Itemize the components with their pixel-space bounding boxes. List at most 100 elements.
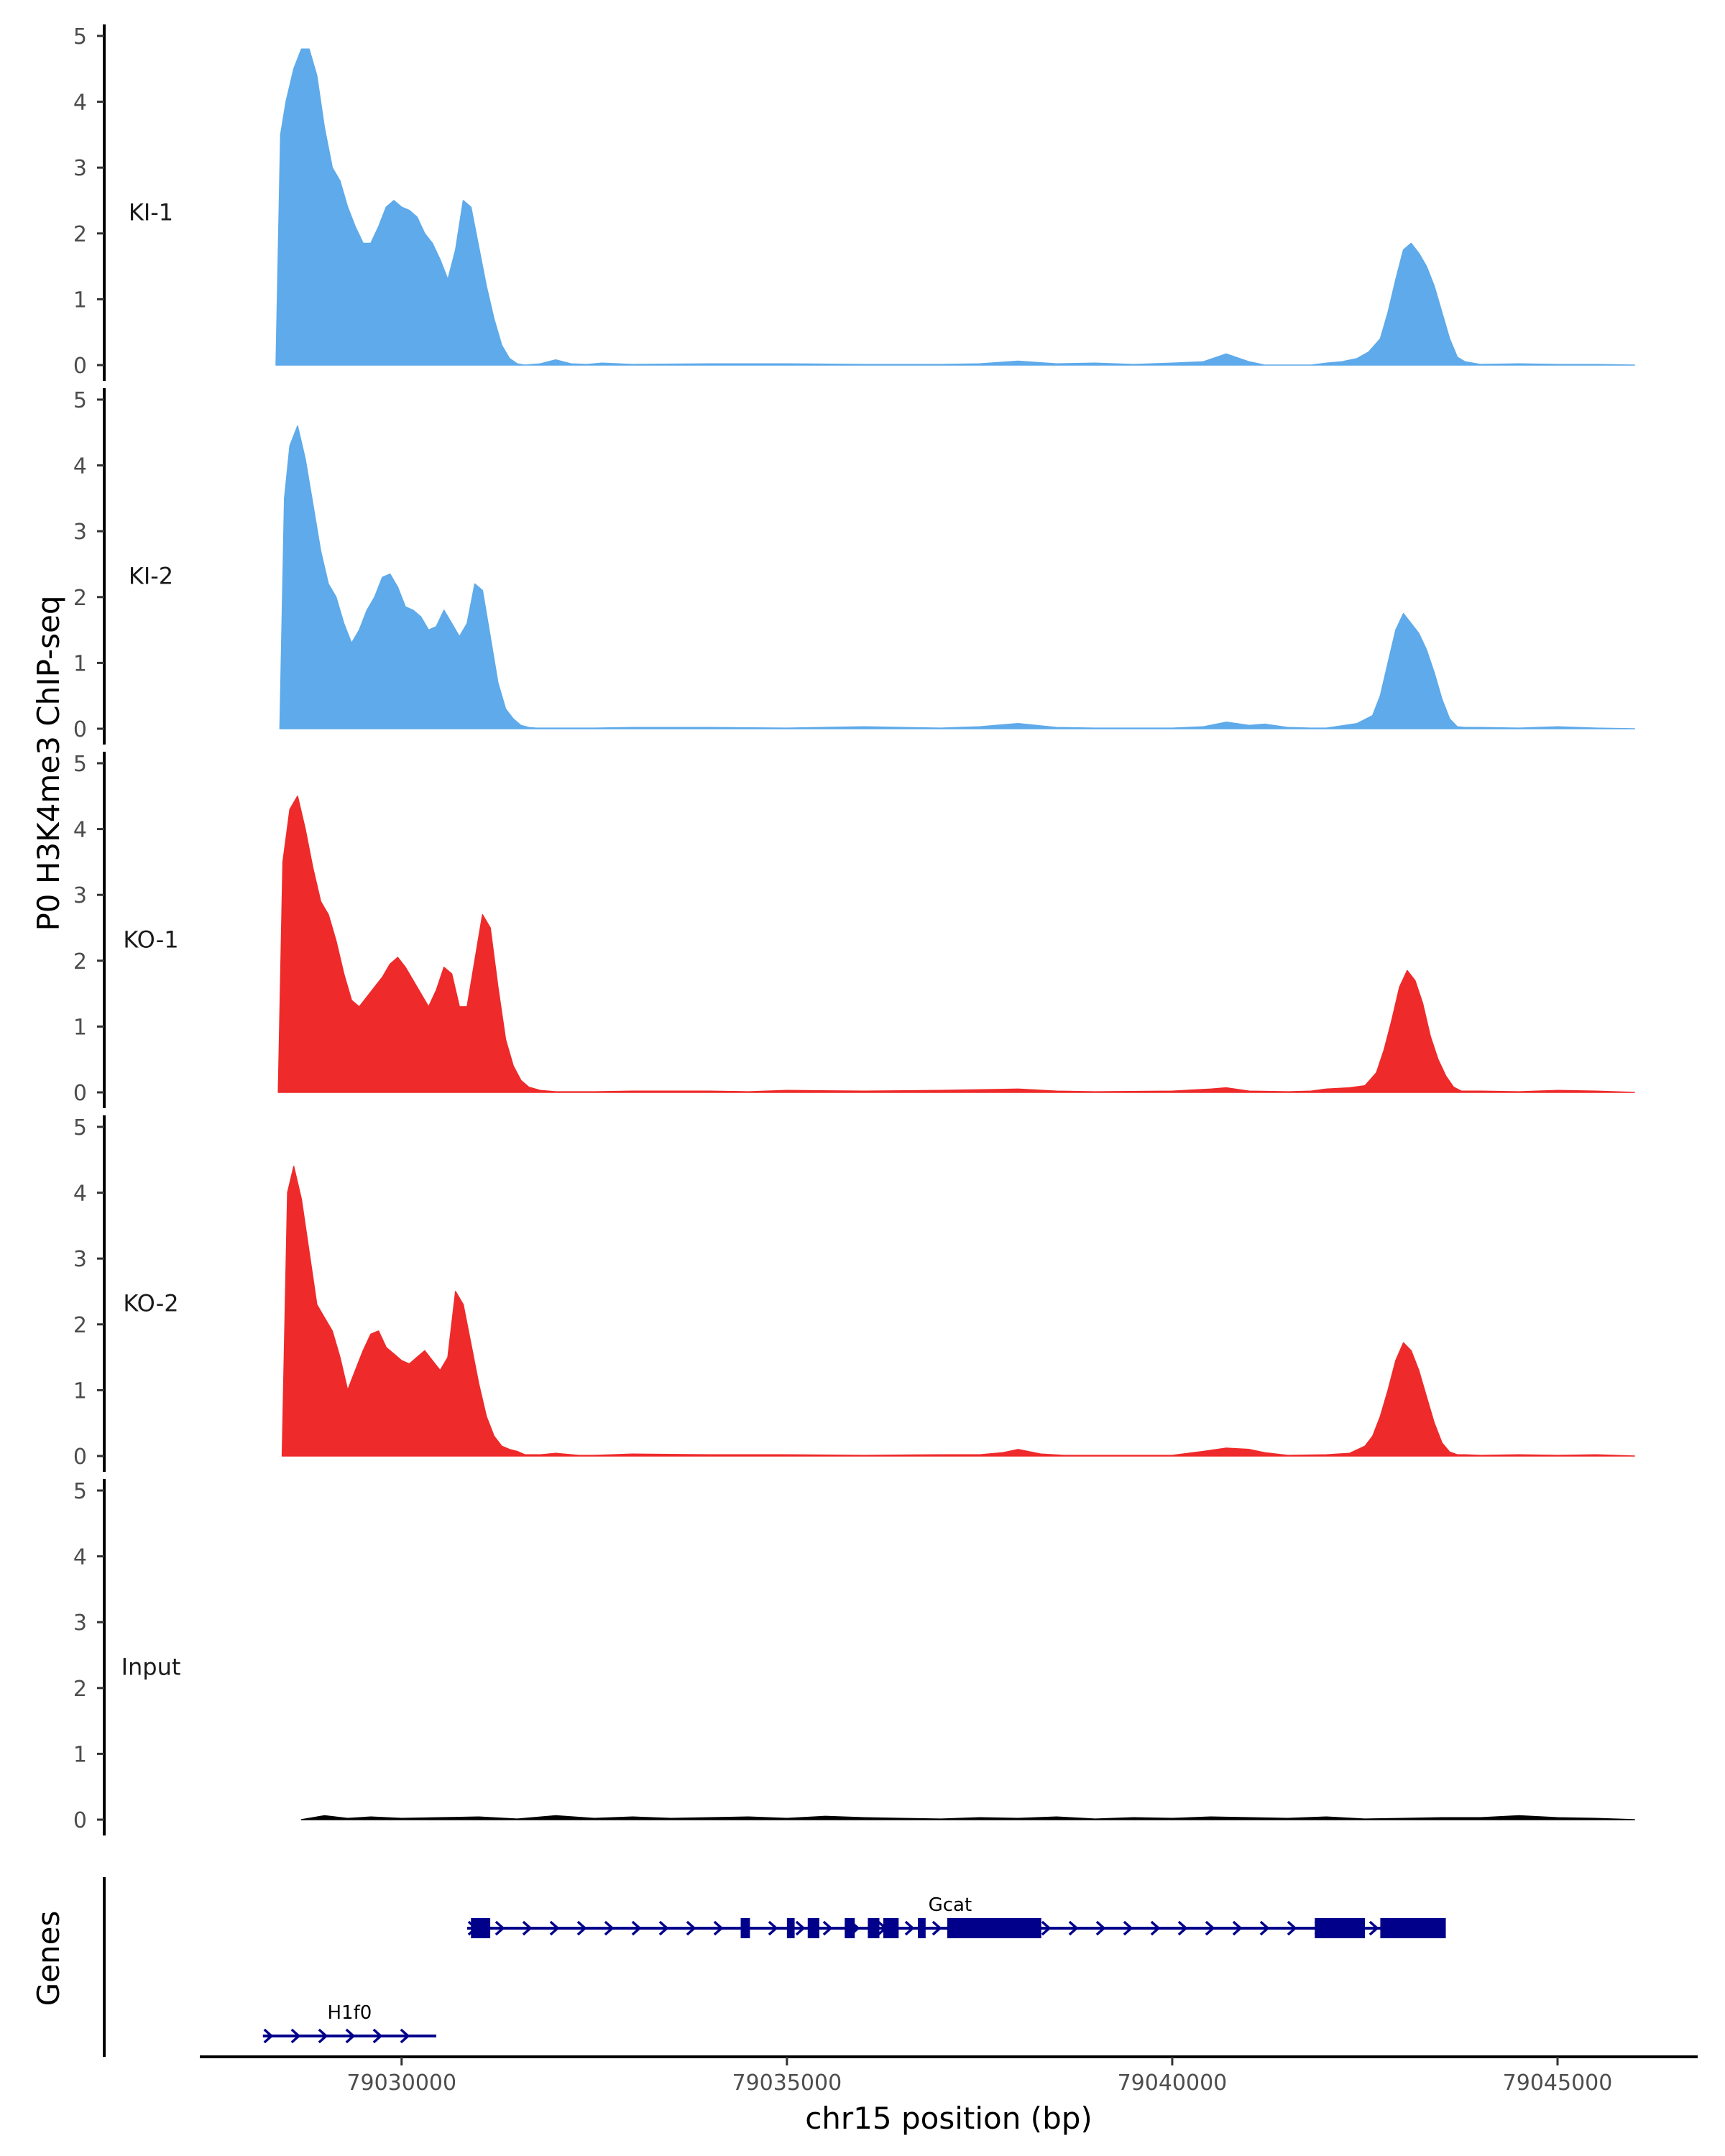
- strand-arrow: [1041, 1920, 1052, 1936]
- gene-label-gcat: Gcat: [929, 1894, 972, 1916]
- exon: [918, 1918, 926, 1938]
- strand-arrow: [290, 2028, 301, 2044]
- y-tick-label: 4: [73, 1181, 87, 1207]
- y-tick-label: 5: [73, 1115, 87, 1141]
- exon: [883, 1918, 899, 1938]
- y-tick-label: 1: [73, 287, 87, 313]
- strand-arrow: [932, 1920, 942, 1936]
- track-label-ko-1: KO-1: [123, 926, 178, 953]
- track-ko-2: 0 1 2 3 4 5 KO-2: [73, 1115, 1635, 1472]
- y-tick-label: 1: [73, 1742, 87, 1767]
- exon: [471, 1918, 491, 1938]
- strand-arrow: [263, 2028, 274, 2044]
- strand-arrow: [1177, 1920, 1188, 1936]
- signal-area-ko-2: [281, 1166, 1635, 1457]
- strand-arrow: [318, 2028, 328, 2044]
- exon: [740, 1918, 750, 1938]
- y-tick-label: 4: [73, 91, 87, 116]
- strand-arrow: [1287, 1920, 1297, 1936]
- x-tick-label: 79045000: [1503, 2070, 1613, 2096]
- strand-arrow: [795, 1920, 806, 1936]
- strand-arrow: [1150, 1920, 1161, 1936]
- track-ki-1: 0 1 2 3 4 5 KI-1: [73, 24, 1635, 381]
- y-tick-label: 3: [73, 1247, 87, 1272]
- signal-area-ko-1: [277, 796, 1635, 1093]
- y-tick-label: 2: [73, 949, 87, 975]
- y-tick-label: 0: [73, 1081, 87, 1106]
- exon: [1315, 1918, 1365, 1938]
- y-tick-label: 4: [73, 818, 87, 843]
- exon: [868, 1918, 880, 1938]
- y-tick-label: 2: [73, 222, 87, 247]
- exon: [1380, 1918, 1446, 1938]
- exon: [947, 1918, 1041, 1938]
- exon: [845, 1918, 855, 1938]
- signal-area-input: [300, 1815, 1635, 1820]
- strand-arrow: [604, 1920, 615, 1936]
- y-tick-label: 0: [73, 354, 87, 379]
- track-label-ki-2: KI-2: [129, 562, 173, 589]
- y-tick-label: 0: [73, 717, 87, 742]
- y-tick-label: 2: [73, 1677, 87, 1702]
- strand-arrow: [631, 1920, 642, 1936]
- signal-area-ki-1: [275, 48, 1635, 366]
- y-tick-label: 3: [73, 520, 87, 545]
- strand-arrow: [1205, 1920, 1215, 1936]
- strand-arrow: [904, 1920, 915, 1936]
- x-tick-label: 79040000: [1118, 2070, 1228, 2096]
- gene-annotation-track: Gcat H1f0: [103, 1877, 1446, 2057]
- x-tick-label: 79035000: [732, 2070, 842, 2096]
- track-input: 0 1 2 3 4 5 Input: [73, 1479, 1635, 1835]
- track-ki-2: 0 1 2 3 4 5 KI-2: [73, 388, 1635, 745]
- strand-arrow: [372, 2028, 383, 2044]
- strand-arrow: [768, 1920, 778, 1936]
- signal-area-ki-2: [279, 425, 1635, 729]
- strand-arrow: [1068, 1920, 1079, 1936]
- strand-arrow: [1095, 1920, 1106, 1936]
- y-tick-label: 0: [73, 1445, 87, 1470]
- y-tick-label: 5: [73, 1479, 87, 1504]
- exon: [807, 1918, 819, 1938]
- signal-tracks: 0 1 2 3 4 5 KI-1 0 1 2 3 4 5 KI-2 0 1 2 3 4 5 KO-1 0 1 2 3 4 5 KO-2…: [73, 24, 1635, 1835]
- x-axis-title: chr15 position (bp): [805, 2101, 1092, 2136]
- strand-arrow: [1368, 1920, 1379, 1936]
- strand-arrow: [522, 1920, 533, 1936]
- y-tick-label: 5: [73, 388, 87, 413]
- y-tick-label: 3: [73, 1611, 87, 1636]
- strand-arrow: [400, 2028, 410, 2044]
- strand-arrow: [345, 2028, 356, 2044]
- y-tick-label: 5: [73, 24, 87, 50]
- strand-arrow: [576, 1920, 587, 1936]
- strand-arrow: [686, 1920, 696, 1936]
- strand-arrow: [1123, 1920, 1133, 1936]
- strand-arrow: [549, 1920, 560, 1936]
- track-label-input: Input: [121, 1653, 181, 1680]
- y-tick-label: 4: [73, 1545, 87, 1570]
- strand-arrow: [822, 1920, 833, 1936]
- y-tick-label: 2: [73, 1313, 87, 1338]
- x-axis: 79030000 79035000 79040000 79045000: [200, 2055, 1698, 2096]
- gene-h1f0: H1f0: [262, 2002, 437, 2044]
- y-tick-label: 1: [73, 651, 87, 676]
- track-ko-1: 0 1 2 3 4 5 KO-1: [73, 752, 1635, 1108]
- y-axis-title: P0 H3K4me3 ChIP-seq: [31, 595, 66, 931]
- exon: [786, 1918, 795, 1938]
- gene-gcat: Gcat: [466, 1894, 1446, 1938]
- y-tick-label: 3: [73, 156, 87, 181]
- y-tick-label: 3: [73, 883, 87, 908]
- strand-arrow: [1259, 1920, 1270, 1936]
- y-tick-label: 4: [73, 454, 87, 479]
- y-tick-label: 5: [73, 752, 87, 777]
- genes-axis-title: Genes: [31, 1911, 66, 2007]
- gene-label-h1f0: H1f0: [327, 2002, 372, 2024]
- y-tick-label: 2: [73, 586, 87, 611]
- x-tick-label: 79030000: [346, 2070, 456, 2096]
- y-tick-label: 1: [73, 1015, 87, 1040]
- strand-arrow: [658, 1920, 669, 1936]
- strand-arrow: [713, 1920, 724, 1936]
- strand-arrow: [1232, 1920, 1243, 1936]
- track-label-ki-1: KI-1: [129, 198, 173, 226]
- y-tick-label: 1: [73, 1378, 87, 1404]
